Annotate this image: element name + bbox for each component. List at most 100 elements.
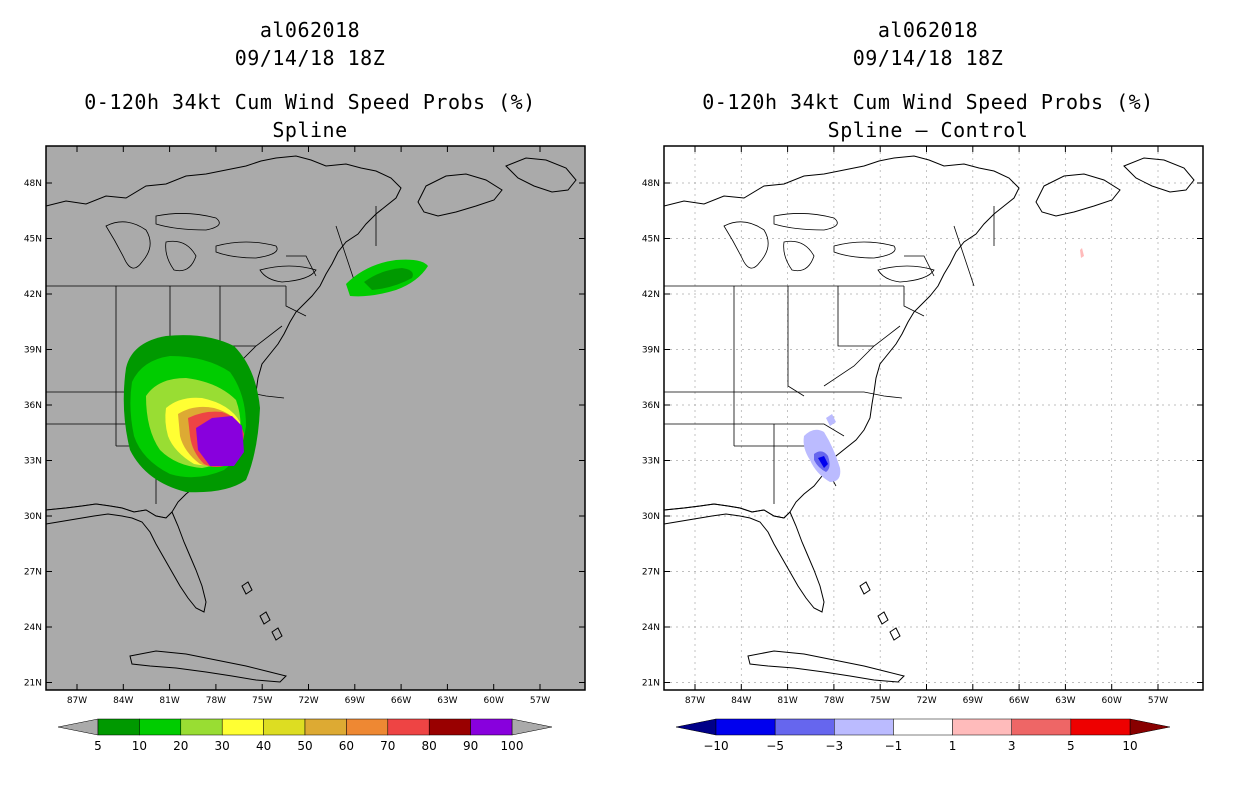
- lat-tick-label: 39N: [642, 346, 660, 356]
- colorbar-label: 1: [949, 739, 957, 753]
- right-title-block: al062018 09/14/18 18Z 0-120h 34kt Cum Wi…: [648, 16, 1208, 144]
- right-colorbar: −10 −5 −3 −1 1 3 5 10: [675, 718, 1171, 753]
- colorbar-swatch: [304, 718, 347, 736]
- lon-tick-label: 72W: [916, 696, 936, 706]
- left-probability-field: [123, 259, 428, 493]
- lon-tick-label: 87W: [67, 696, 87, 706]
- lat-tick-label: 21N: [642, 679, 660, 689]
- colorbar-swatch: [715, 718, 776, 736]
- colorbar-label: 100: [501, 739, 524, 753]
- colorbar-swatch: [428, 718, 471, 736]
- lon-tick-label: 57W: [1148, 696, 1168, 706]
- right-subtitle: Spline – Control: [827, 118, 1029, 142]
- colorbar-swatch: [346, 718, 389, 736]
- lon-tick-label: 57W: [530, 696, 550, 706]
- lat-tick-label: 39N: [24, 346, 42, 356]
- lon-tick-label: 66W: [391, 696, 411, 706]
- lon-tick-label: 69W: [345, 696, 365, 706]
- colorbar-swatch: [893, 718, 953, 736]
- left-subtitle: Spline: [272, 118, 348, 142]
- lat-tick-label: 30N: [24, 512, 42, 522]
- colorbar-right-arrow: [1129, 718, 1171, 736]
- lon-tick-label: 84W: [731, 696, 751, 706]
- colorbar-swatch: [774, 718, 835, 736]
- lon-tick-label: 78W: [206, 696, 226, 706]
- colorbar-label: 10: [132, 739, 147, 753]
- lat-tick-label: 48N: [24, 179, 42, 189]
- colorbar-swatch: [139, 718, 182, 736]
- left-datetime: 09/14/18 18Z: [234, 46, 386, 70]
- right-map-panel: 48N 45N 42N 39N 36N 33N 30N 27N 24N 21N 87W 84W 81W 7…: [642, 145, 1204, 706]
- colorbar-label: 60: [339, 739, 354, 753]
- lat-tick-label: 48N: [642, 179, 660, 189]
- lon-tick-label: 81W: [159, 696, 179, 706]
- lon-tick-label: 72W: [298, 696, 318, 706]
- colorbar-label: 3: [1008, 739, 1016, 753]
- colorbar-swatch: [1070, 718, 1131, 736]
- lat-tick-label: 33N: [642, 457, 660, 467]
- colorbar-swatch: [387, 718, 430, 736]
- colorbar-swatch: [221, 718, 264, 736]
- colorbar-swatch: [263, 718, 306, 736]
- lat-tick-label: 42N: [642, 290, 660, 300]
- colorbar-label: −1: [885, 739, 903, 753]
- left-map-frame: [45, 145, 586, 691]
- lat-tick-label: 45N: [24, 235, 42, 245]
- lat-tick-label: 27N: [24, 568, 42, 578]
- lat-tick-label: 42N: [24, 290, 42, 300]
- colorbar-label: −3: [825, 739, 843, 753]
- colorbar-swatch: [1011, 718, 1072, 736]
- left-axis-ticks: 48N 45N 42N 39N 36N 33N 30N 27N 24N 21N 87W 84W 81W 7…: [24, 146, 585, 706]
- prob-band-north-inner: [364, 268, 413, 290]
- colorbar-label: 30: [215, 739, 230, 753]
- colorbar-left-arrow: [675, 718, 717, 736]
- lat-tick-label: 24N: [24, 623, 42, 633]
- lon-tick-label: 69W: [963, 696, 983, 706]
- colorbar-swatch: [97, 718, 140, 736]
- lon-tick-label: 75W: [870, 696, 890, 706]
- lat-tick-label: 36N: [24, 401, 42, 411]
- colorbar-left-arrow: [57, 718, 99, 736]
- prob-band-90: [196, 416, 244, 466]
- lon-tick-label: 87W: [685, 696, 705, 706]
- lon-tick-label: 75W: [252, 696, 272, 706]
- left-map-panel: 48N 45N 42N 39N 36N 33N 30N 27N 24N 21N 87W 84W 81W 7…: [24, 145, 586, 706]
- colorbar-swatch: [834, 718, 894, 736]
- left-storm-id: al062018: [259, 18, 361, 42]
- diff-band-minus1-b: [826, 414, 836, 426]
- left-product-title: 0-120h 34kt Cum Wind Speed Probs (%): [84, 90, 536, 114]
- colorbar-label: 90: [463, 739, 478, 753]
- lat-tick-label: 21N: [24, 679, 42, 689]
- lat-tick-label: 24N: [642, 623, 660, 633]
- lon-tick-label: 78W: [824, 696, 844, 706]
- lat-tick-label: 27N: [642, 568, 660, 578]
- colorbar-label: 40: [256, 739, 271, 753]
- colorbar-label: −5: [766, 739, 784, 753]
- right-difference-field: [803, 248, 1084, 482]
- lat-tick-label: 33N: [24, 457, 42, 467]
- diff-band-plus1: [1080, 248, 1084, 258]
- lon-tick-label: 60W: [484, 696, 504, 706]
- colorbar-swatch: [952, 718, 1012, 736]
- right-map-frame: [663, 145, 1204, 691]
- right-product-title: 0-120h 34kt Cum Wind Speed Probs (%): [702, 90, 1154, 114]
- right-map-background: [664, 146, 1203, 690]
- right-axis-ticks: 48N 45N 42N 39N 36N 33N 30N 27N 24N 21N 87W 84W 81W 7…: [642, 146, 1203, 706]
- colorbar-label: 50: [297, 739, 312, 753]
- colorbar-swatch: [180, 718, 223, 736]
- colorbar-label: 20: [173, 739, 188, 753]
- lon-tick-label: 84W: [113, 696, 133, 706]
- lat-tick-label: 30N: [642, 512, 660, 522]
- left-title-block: al062018 09/14/18 18Z 0-120h 34kt Cum Wi…: [30, 16, 590, 144]
- right-storm-id: al062018: [877, 18, 979, 42]
- colorbar-swatch: [470, 718, 513, 736]
- lon-tick-label: 66W: [1009, 696, 1029, 706]
- colorbar-label: 80: [422, 739, 437, 753]
- colorbar-label: −10: [703, 739, 728, 753]
- lat-tick-label: 36N: [642, 401, 660, 411]
- lon-tick-label: 81W: [777, 696, 797, 706]
- left-colorbar: 5 10 20 30 40 50 60 70 80 90 100: [57, 718, 553, 753]
- lon-tick-label: 63W: [437, 696, 457, 706]
- colorbar-label: 5: [94, 739, 102, 753]
- colorbar-label: 5: [1067, 739, 1075, 753]
